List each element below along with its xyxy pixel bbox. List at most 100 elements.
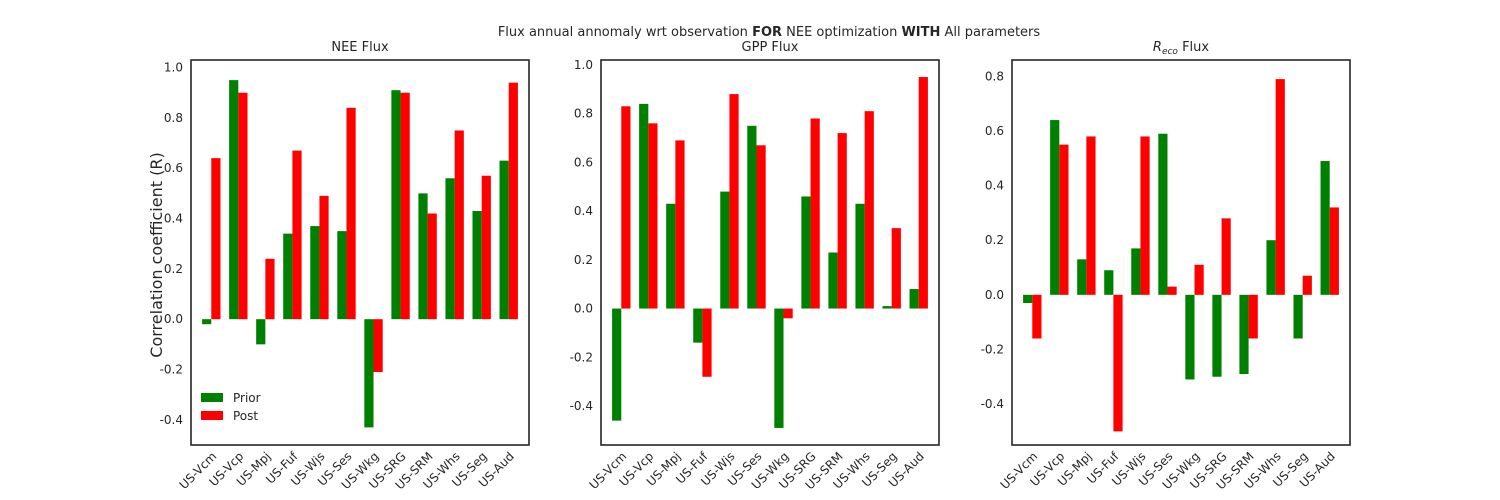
bar-prior-us-srm xyxy=(1239,294,1249,374)
bar-prior-us-vcp xyxy=(1050,120,1060,295)
panel-title-rest: Flux xyxy=(1178,40,1209,55)
bar-prior-us-aud xyxy=(909,289,919,309)
bar-post-us-ses xyxy=(1167,286,1177,295)
bar-prior-us-wjs xyxy=(310,226,320,320)
bar-post-us-srm xyxy=(427,213,437,320)
bar-post-us-mpj xyxy=(675,140,685,309)
bar-post-us-wkg xyxy=(1194,264,1204,295)
bar-prior-us-srg xyxy=(391,90,401,320)
bar-post-us-vcm xyxy=(211,158,221,320)
y-tick-label: -0.2 xyxy=(570,350,593,364)
bar-prior-us-mpj xyxy=(666,203,676,309)
y-tick-label: 0.8 xyxy=(164,111,183,125)
bar-post-us-aud xyxy=(508,82,518,320)
bar-prior-us-vcm xyxy=(612,308,622,421)
y-tick-label: 0.6 xyxy=(574,155,593,169)
bar-prior-us-seg xyxy=(1293,294,1303,339)
bar-prior-us-ses xyxy=(747,125,757,309)
bar-post-us-aud xyxy=(1329,207,1339,295)
bar-post-us-aud xyxy=(918,77,928,309)
y-tick-label: 0.0 xyxy=(164,312,183,326)
bar-prior-us-wjs xyxy=(720,191,730,309)
plot-frame xyxy=(190,59,530,446)
bar-prior-us-ses xyxy=(1158,133,1168,295)
bar-prior-us-fuf xyxy=(1104,270,1114,295)
legend-label: Post xyxy=(233,409,258,423)
legend-swatch-prior xyxy=(201,393,223,402)
bar-post-us-srm xyxy=(1248,294,1258,339)
bar-prior-us-vcm xyxy=(202,319,212,325)
bar-prior-us-srg xyxy=(1212,294,1222,377)
panel-title: GPP Flux xyxy=(742,40,799,55)
bar-post-us-srg xyxy=(1221,218,1231,295)
bar-post-us-srg xyxy=(400,92,410,320)
y-tick-label: 1.0 xyxy=(574,58,593,72)
bar-post-us-seg xyxy=(1302,275,1312,295)
y-tick-label: 0.0 xyxy=(985,288,1004,302)
bar-post-us-seg xyxy=(481,175,491,320)
bar-post-us-whs xyxy=(864,111,874,309)
bar-prior-us-whs xyxy=(1266,240,1276,295)
bar-prior-us-fuf xyxy=(283,233,293,320)
panel-title-main: R xyxy=(1153,40,1162,55)
bar-post-us-vcp xyxy=(1059,144,1069,295)
y-axis-label: Correlation coefficient (R) xyxy=(147,152,166,357)
bar-prior-us-vcp xyxy=(639,103,649,309)
y-tick-label: 0.4 xyxy=(164,212,183,226)
panel-title-subscript: eco xyxy=(1162,47,1178,57)
bar-prior-us-vcp xyxy=(229,80,239,320)
bar-prior-us-vcm xyxy=(1023,294,1033,304)
bar-post-us-vcp xyxy=(238,92,248,320)
bar-post-us-whs xyxy=(454,130,464,320)
y-tick-label: 0.6 xyxy=(164,161,183,175)
y-tick-label: -0.4 xyxy=(570,399,593,413)
bar-post-us-ses xyxy=(756,145,766,309)
bar-post-us-fuf xyxy=(702,308,712,377)
bar-post-us-wjs xyxy=(729,94,739,309)
figure-title: Flux annual annomaly wrt observation FOR… xyxy=(498,25,1041,40)
y-tick-label: 0.4 xyxy=(574,204,593,218)
y-tick-label: 0.2 xyxy=(574,253,593,267)
y-tick-label: 0.2 xyxy=(985,233,1004,247)
y-tick-label: -0.4 xyxy=(981,397,1004,411)
bar-prior-us-aud xyxy=(499,160,509,320)
y-tick-label: 1.0 xyxy=(164,61,183,75)
figure-title-part: All parameters xyxy=(940,25,1040,40)
y-tick-label: 0.8 xyxy=(574,107,593,121)
y-tick-label: 0.8 xyxy=(985,69,1004,83)
y-tick-label: 0.4 xyxy=(985,179,1004,193)
y-tick-label: 0.2 xyxy=(164,262,183,276)
bar-prior-us-seg xyxy=(472,210,482,320)
bar-prior-us-srg xyxy=(801,196,811,309)
bar-post-us-fuf xyxy=(1113,294,1123,432)
bar-prior-us-srm xyxy=(828,252,838,309)
bar-post-us-whs xyxy=(1275,79,1285,295)
y-tick-label: 0.0 xyxy=(574,302,593,316)
bar-prior-us-whs xyxy=(855,203,865,309)
bar-prior-us-seg xyxy=(882,306,892,309)
bar-post-us-wjs xyxy=(319,195,329,320)
bar-post-us-srg xyxy=(810,118,820,309)
y-tick-label: -0.4 xyxy=(160,413,183,427)
bar-prior-us-srm xyxy=(418,193,428,320)
bar-prior-us-mpj xyxy=(1077,259,1087,295)
bar-post-us-fuf xyxy=(292,150,302,320)
y-tick-label: 0.6 xyxy=(985,124,1004,138)
panel-title: NEE Flux xyxy=(331,40,389,55)
panel-title-main: NEE Flux xyxy=(331,40,389,55)
panel-title-main: GPP Flux xyxy=(742,40,799,55)
bar-prior-us-wjs xyxy=(1131,248,1141,295)
bar-post-us-wkg xyxy=(373,319,383,373)
bar-post-us-seg xyxy=(891,228,901,309)
bar-post-us-vcm xyxy=(621,106,631,309)
y-tick-label: -0.2 xyxy=(981,342,1004,356)
panel-1: -0.4-0.20.00.20.40.60.81.0US-VcmUS-VcpUS… xyxy=(160,40,530,492)
y-tick-label: -0.2 xyxy=(160,363,183,377)
bar-prior-us-fuf xyxy=(693,308,703,343)
bar-prior-us-whs xyxy=(445,178,455,320)
legend-label: Prior xyxy=(233,391,261,405)
bar-prior-us-ses xyxy=(337,231,347,320)
panel-2: -0.4-0.20.00.20.40.60.81.0US-VcmUS-VcpUS… xyxy=(570,40,940,492)
figure-title-part: Flux annual annomaly wrt observation xyxy=(498,25,752,40)
